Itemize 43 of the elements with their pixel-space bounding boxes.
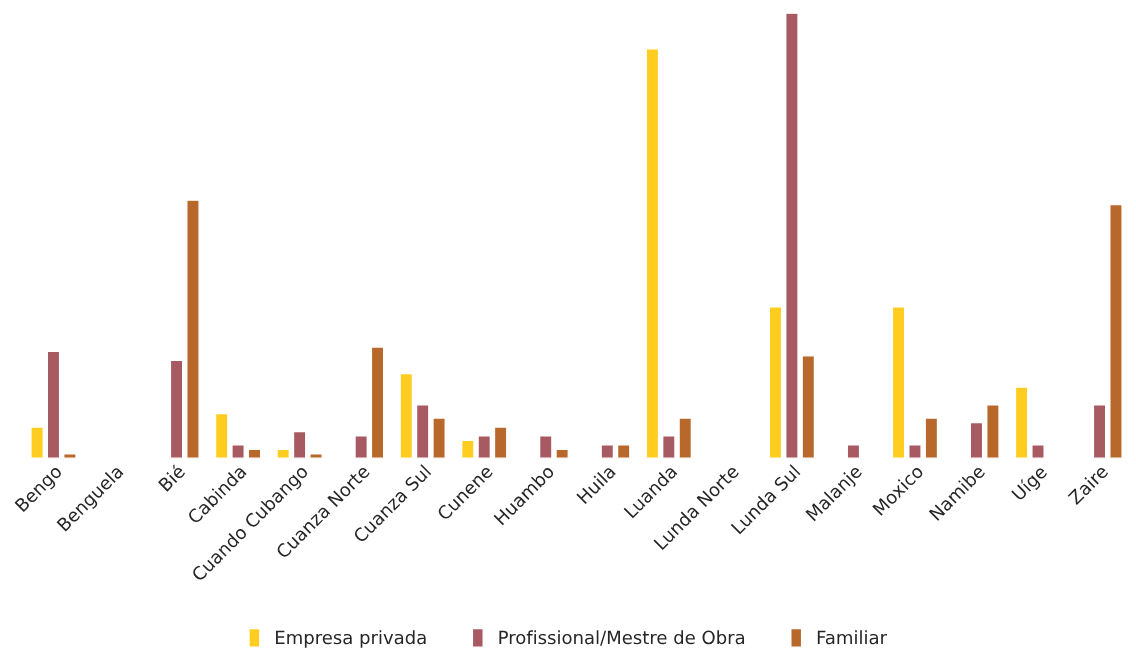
bar (247, 448, 262, 459)
bar (645, 48, 660, 459)
bar (986, 404, 1000, 459)
bar (46, 350, 61, 459)
bar (661, 435, 676, 459)
bar (801, 355, 816, 459)
bar (846, 444, 861, 459)
bar (924, 417, 939, 459)
bar (186, 199, 200, 459)
x-tick-label: Bié (157, 463, 186, 492)
bar (354, 435, 369, 459)
bar (678, 417, 693, 459)
bar (276, 448, 291, 459)
bar (30, 426, 44, 459)
bar (370, 346, 385, 459)
bar (1109, 203, 1123, 459)
bar (399, 372, 414, 459)
bar (908, 444, 922, 459)
bar (1014, 386, 1029, 459)
bar (231, 444, 245, 459)
bar (969, 421, 984, 459)
legend-label: Empresa privada (276, 630, 426, 648)
bar (309, 453, 323, 459)
bar (1092, 404, 1107, 459)
bar (600, 444, 615, 459)
bar (555, 448, 570, 459)
bar (891, 306, 906, 459)
legend-label: Profissional/Mestre de Obra (499, 630, 745, 646)
bar (768, 306, 783, 459)
bar (785, 13, 799, 459)
bar (432, 417, 446, 459)
bar (493, 426, 508, 459)
bar (169, 359, 184, 459)
bar (616, 444, 631, 459)
bar (538, 435, 553, 459)
bar (63, 453, 77, 459)
bar (1031, 444, 1045, 459)
bar (292, 430, 307, 459)
legend-label: Familiar (817, 630, 888, 645)
bar (415, 404, 430, 459)
bar (460, 439, 475, 459)
bar (214, 412, 229, 459)
bar (477, 435, 492, 459)
